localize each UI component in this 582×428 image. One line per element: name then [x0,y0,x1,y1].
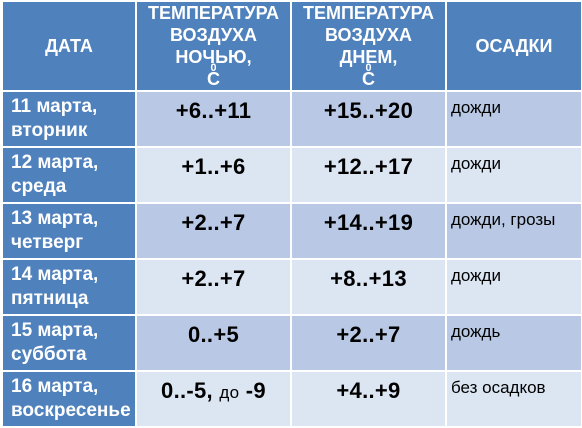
header-night-label: НОЧЬЮ, [175,47,252,67]
row-night-temp: 0..+5 [135,314,292,372]
row-night-temp-connector: до [219,383,240,402]
row-day-temp: +4..+9 [290,370,447,428]
header-night-line2: ВОЗДУХА [169,25,258,45]
row-day-temp: +14..+19 [290,202,447,260]
header-day-line2: ВОЗДУХА [324,25,413,45]
row-night-temp: +1..+6 [135,146,292,204]
row-date: 14 марта, [11,264,99,285]
header-night-line1: ТЕМПЕРАТУРА [147,3,280,23]
table-row: 13 марта, четверг +2..+7 +14..+19 дожди, … [1,202,582,260]
row-date: 12 марта, [11,152,99,173]
row-day-temp: +12..+17 [290,146,447,204]
row-night-temp-range: 0..-5, [161,378,213,403]
row-weekday: суббота [11,344,87,365]
row-weekday: среда [11,176,67,197]
header-precip-label: ОСАДКИ [475,36,553,56]
table-row: 14 марта, пятница +2..+7 +8..+13 дожди [1,258,582,316]
row-night-temp: 0..-5, до -9 [135,370,292,428]
row-precipitation: дожди [445,258,582,316]
row-date: 11 марта, [11,96,98,117]
row-date-cell: 11 марта, вторник [1,90,137,148]
row-night-temp: +2..+7 [135,202,292,260]
row-day-temp: +8..+13 [290,258,447,316]
row-precipitation: дожди [445,146,582,204]
header-day-unit: С [362,69,375,89]
row-date: 15 марта, [11,320,99,341]
row-precipitation: дожди [445,90,582,148]
row-date-cell: 14 марта, пятница [1,258,137,316]
header-day-line1: ТЕМПЕРАТУРА [302,3,435,23]
row-precipitation: без осадков [445,370,582,428]
row-weekday: вторник [11,120,88,141]
header-date-label: ДАТА [45,36,93,56]
header-date: ДАТА [1,0,137,92]
table-row: 16 марта, воскресенье 0..-5, до -9 +4..+9… [1,370,582,428]
row-date: 13 марта, [11,208,99,229]
row-weekday: пятница [11,288,89,309]
row-day-temp: +15..+20 [290,90,447,148]
row-night-temp: +6..+11 [135,90,292,148]
row-date-cell: 12 марта, среда [1,146,137,204]
row-weekday: четверг [11,232,84,253]
header-night-unit: С [207,69,220,89]
row-date-cell: 15 марта, суббота [1,314,137,372]
table-row: 11 марта, вторник +6..+11 +15..+20 дожди [1,90,582,148]
row-date-cell: 16 марта, воскресенье [1,370,137,428]
row-night-temp-min: -9 [245,378,266,403]
row-date: 16 марта, [11,376,99,397]
header-precipitation: ОСАДКИ [445,0,582,92]
row-day-temp: +2..+7 [290,314,447,372]
table-row: 12 марта, среда +1..+6 +12..+17 дожди [1,146,582,204]
table-row: 15 марта, суббота 0..+5 +2..+7 дождь [1,314,582,372]
row-night-temp: +2..+7 [135,258,292,316]
row-precipitation: дожди, грозы [445,202,582,260]
row-date-cell: 13 марта, четверг [1,202,137,260]
row-precipitation: дождь [445,314,582,372]
header-day-label: ДНЕМ, [339,47,398,67]
row-weekday: воскресенье [11,400,131,421]
